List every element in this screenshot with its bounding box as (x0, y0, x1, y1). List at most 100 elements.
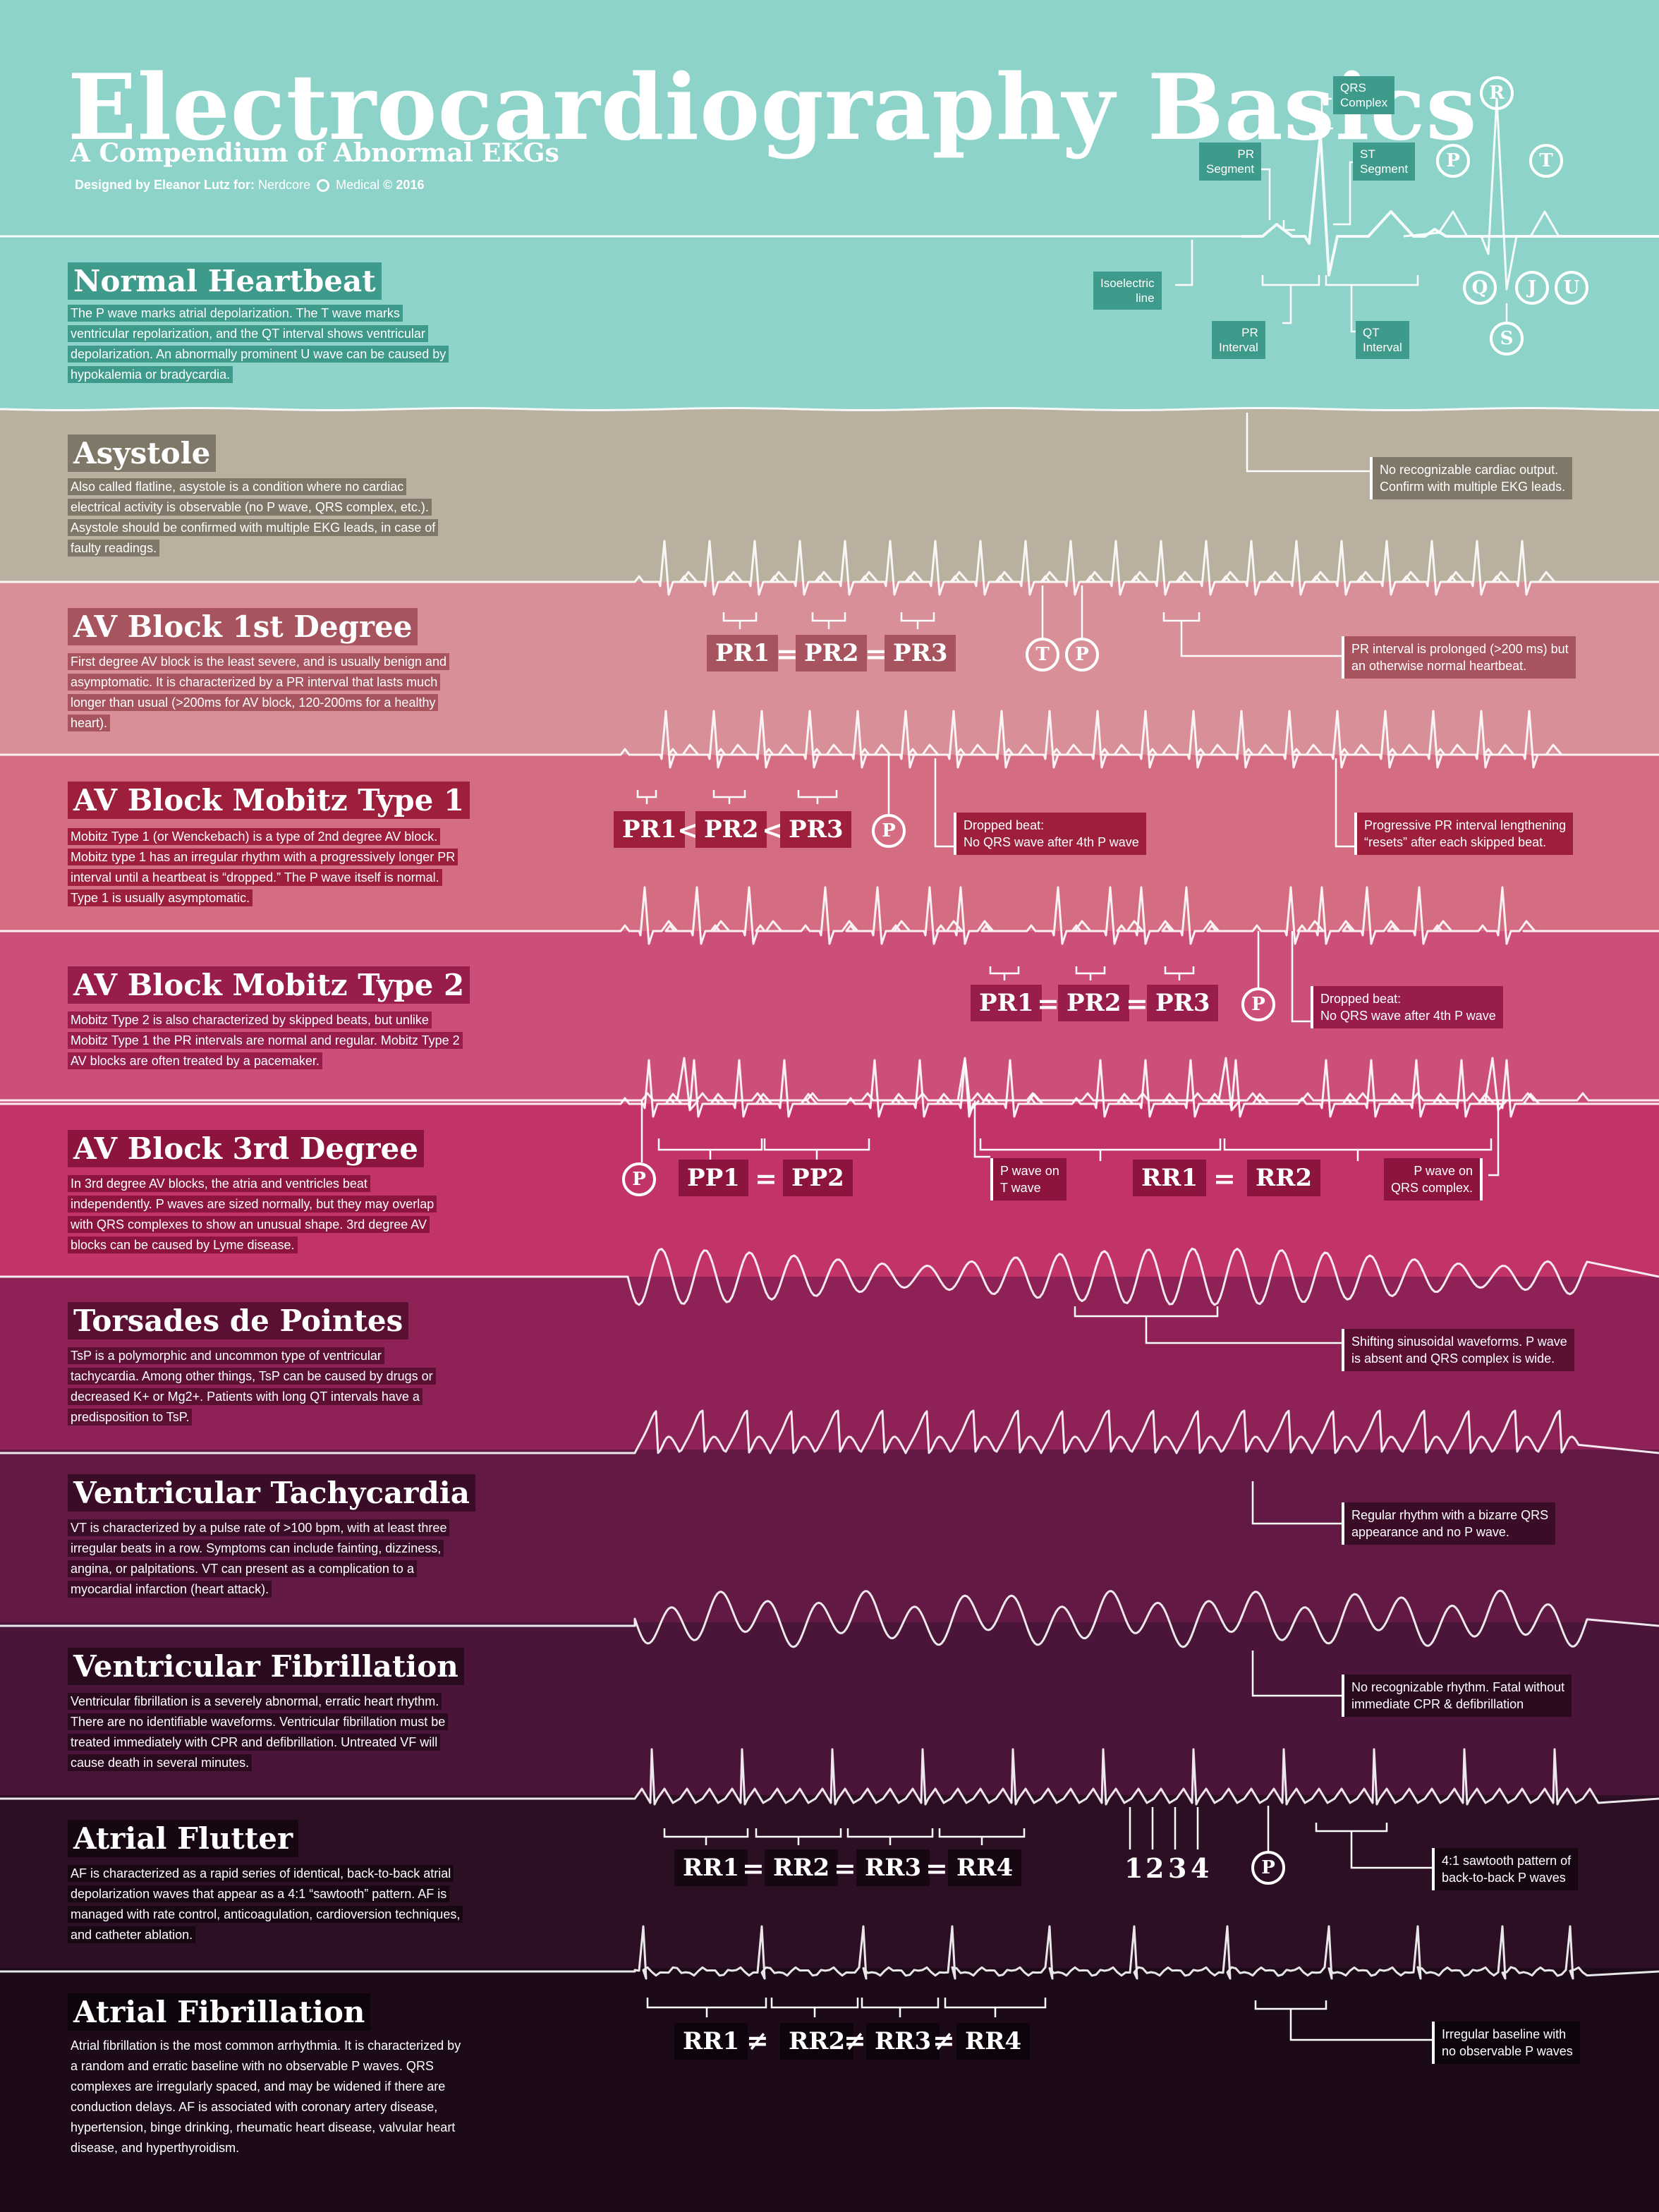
leader-p-on-qrs (1488, 1100, 1500, 1177)
bracket-rr1 (663, 1828, 749, 1845)
wave-j-badge: J (1515, 271, 1549, 305)
wave-q-badge: Q (1463, 271, 1497, 305)
section-title-mobitz1: AV Block Mobitz Type 1 (68, 782, 470, 819)
op-equals: = (865, 638, 887, 669)
wave-p-badge: P (1251, 1851, 1285, 1885)
aflutter-trace (0, 1748, 1659, 1806)
leader-isoelectric (1175, 240, 1193, 286)
bracket-rr1 (979, 1138, 1222, 1161)
count-4: 4 (1191, 1852, 1210, 1884)
note-mobitz2-dropped: Dropped beat: No QRS wave after 4th P wa… (1311, 986, 1503, 1028)
section-desc-mobitz1: Mobitz Type 1 (or Wenckebach) is a type … (68, 827, 505, 909)
bracket-pr1 (636, 790, 657, 804)
wave-p-badge: P (872, 814, 906, 848)
note-asystole: No recognizable cardiac output. Confirm … (1370, 457, 1573, 499)
wave-p-badge: P (1065, 638, 1099, 672)
count-2: 2 (1146, 1852, 1165, 1884)
wave-p-badge: P (1436, 144, 1470, 178)
bracket-pr2 (712, 790, 746, 804)
leader-dropped (1291, 931, 1311, 1023)
wave-p-badge: P (622, 1162, 656, 1196)
leader-vtach (1251, 1481, 1342, 1525)
label-rr2: RR2 (1247, 1160, 1321, 1196)
av3-qrs-0 (676, 1057, 700, 1112)
label-pr3: PR3 (1147, 985, 1219, 1021)
label-isoelectric-line: Isoelectric line (1093, 272, 1162, 310)
leader-afib (1289, 2017, 1432, 2041)
op-not-equal: ≠ (932, 2024, 955, 2056)
count-3: 3 (1168, 1852, 1187, 1884)
note-av3-p-on-t: P wave on T wave (990, 1158, 1066, 1201)
section-title-torsades: Torsades de Pointes (68, 1302, 409, 1339)
note-vfib: No recognizable rhythm. Fatal without im… (1342, 1675, 1572, 1717)
section-desc-vtach: VT is characterized by a pulse rate of >… (68, 1518, 505, 1600)
bracket-pr3 (900, 612, 935, 629)
section-title-av1: AV Block 1st Degree (68, 608, 418, 645)
leader-qrs (1320, 97, 1332, 120)
vfib-trace (0, 1589, 1659, 1648)
bracket-rr2 (770, 1998, 859, 2017)
section-desc-asystole: Also called flatline, asystole is a cond… (68, 477, 505, 559)
bracket-pr3 (1164, 966, 1195, 980)
label-rr3: RR3 (856, 1849, 930, 1886)
bracket-baseline (1254, 2000, 1327, 2017)
wave-u-badge: U (1555, 271, 1588, 305)
afib-trace (0, 1925, 1659, 1980)
note-aflutter: 4:1 sawtooth pattern of back-to-back P w… (1432, 1848, 1579, 1890)
leader-asystole (1246, 413, 1370, 473)
bracket-rr2 (755, 1828, 842, 1845)
label-rr3: RR3 (866, 2023, 940, 2060)
label-pr2: PR2 (695, 811, 767, 848)
leader-reset (1335, 758, 1354, 848)
label-rr1: RR1 (674, 2023, 748, 2060)
bracket-qrs (1309, 127, 1333, 135)
section-desc-aflutter: AF is characterized as a rapid series of… (68, 1864, 505, 1945)
label-pr3: PR3 (885, 635, 956, 672)
section-title-asystole: Asystole (68, 435, 217, 472)
label-pr-interval: PR Interval (1212, 321, 1265, 359)
label-rr4: RR4 (956, 2023, 1031, 2060)
av3-p-trace (0, 1092, 1659, 1102)
section-title-vtach: Ventricular Tachycardia (68, 1474, 475, 1512)
bracket-sawtooth (1315, 1823, 1388, 1840)
mobitz1-trace (0, 886, 1659, 945)
op-equals: = (776, 638, 798, 669)
label-rr2: RR2 (780, 2023, 854, 2060)
av3-qrs-3 (1484, 1057, 1508, 1112)
bracket-rr3 (846, 1828, 934, 1845)
op-equals: = (1037, 988, 1059, 1019)
bracket-torsades (1074, 1306, 1219, 1326)
bracket-rr3 (861, 1998, 940, 2017)
count-1: 1 (1124, 1852, 1143, 1884)
bracket-pp2 (763, 1138, 870, 1161)
section-title-aflutter: Atrial Flutter (68, 1820, 299, 1857)
label-rr1: RR1 (1133, 1160, 1207, 1196)
av3-qrs-2 (1217, 1057, 1241, 1112)
op-equals: = (1213, 1162, 1236, 1194)
section-desc-av3: In 3rd degree AV blocks, the atria and v… (68, 1174, 505, 1256)
label-pp1: PP1 (679, 1160, 748, 1196)
label-qrs-complex: QRS Complex (1333, 76, 1395, 114)
note-vtach: Regular rhythm with a bizarre QRS appear… (1342, 1502, 1556, 1545)
credit-org-b: Medical (336, 178, 380, 192)
op-not-equal: ≠ (844, 2024, 866, 2056)
label-pr2: PR2 (1058, 985, 1130, 1021)
section-title-av3: AV Block 3rd Degree (68, 1130, 424, 1167)
section-desc-afib: Atrial fibrillation is the most common a… (71, 2038, 461, 2155)
section-title-afib: Atrial Fibrillation (68, 1993, 371, 2031)
bracket-rr2 (1223, 1138, 1493, 1161)
bracket-pr-note (1162, 612, 1201, 629)
op-equals: = (834, 1852, 856, 1884)
bracket-pr2 (1075, 966, 1106, 980)
bracket-rr4 (938, 1828, 1026, 1845)
asystole-flatline (0, 407, 1659, 411)
mobitz2-trace (0, 1059, 1659, 1118)
asystole-to-av1-trace (0, 540, 1659, 596)
bracket-pr-interval (1261, 275, 1320, 286)
section-desc-mobitz2: Mobitz Type 2 is also characterized by s… (68, 1010, 505, 1071)
note-mobitz1-reset: Progressive PR interval lengthening “res… (1354, 813, 1574, 855)
wave-s-badge: S (1490, 322, 1524, 356)
bracket-pr1 (989, 966, 1020, 980)
label-rr2: RR2 (765, 1849, 839, 1886)
